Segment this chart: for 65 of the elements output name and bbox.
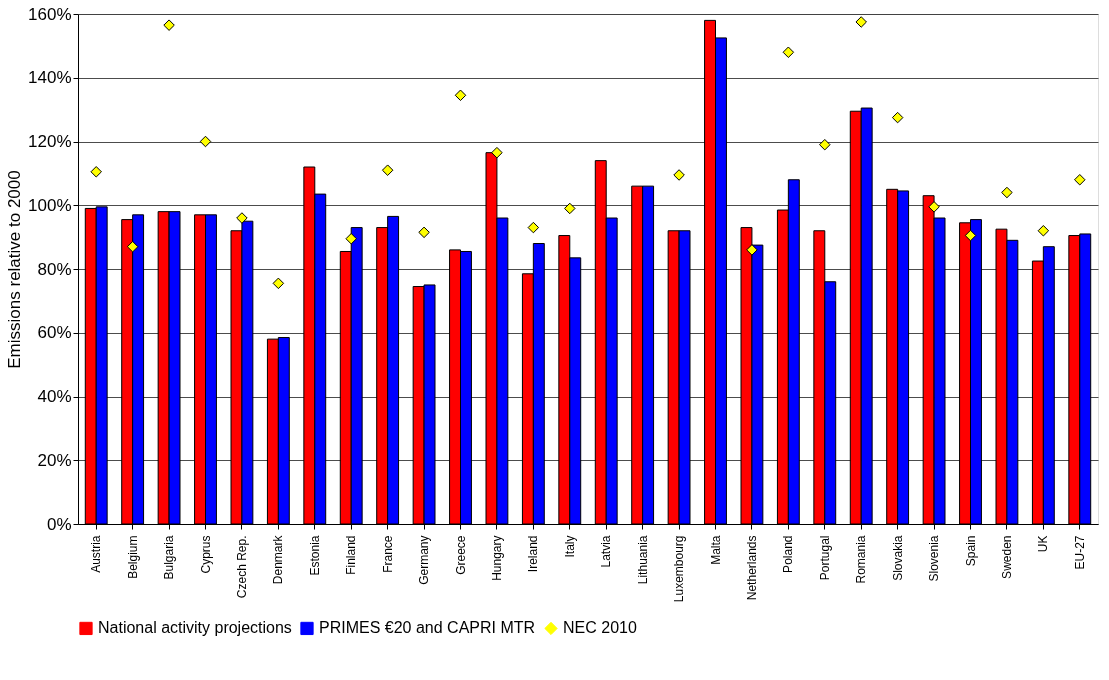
- x-tick-label: France: [380, 535, 395, 573]
- point: [964, 229, 977, 242]
- y-tick-label: 80%: [37, 259, 72, 279]
- x-tick-label: Netherlands: [744, 535, 759, 601]
- point: [673, 169, 685, 181]
- x-tick-label: Slovakia: [890, 535, 905, 581]
- x-tick-label: Cyprus: [198, 535, 213, 574]
- legend-label: NEC 2010: [563, 619, 637, 637]
- y-tick-label: 20%: [37, 450, 72, 470]
- point: [454, 89, 467, 102]
- y-tick-label: 120%: [28, 132, 72, 151]
- x-tick-label: Ireland: [526, 535, 541, 573]
- point: [90, 166, 102, 178]
- x-tick-label: Finland: [344, 535, 359, 575]
- point: [272, 277, 285, 290]
- x-tick-label: Sweden: [999, 535, 1014, 579]
- x-tick-label: Malta: [708, 535, 723, 565]
- x-tick-label: Spain: [963, 535, 978, 567]
- y-axis-title: Emissions relative to 2000: [5, 170, 25, 369]
- point: [418, 226, 430, 239]
- point: [564, 202, 576, 215]
- x-tick-label: Austria: [89, 535, 104, 573]
- point: [199, 135, 212, 148]
- x-tick-label: Slovenia: [927, 535, 942, 582]
- x-tick-label: Denmark: [271, 534, 286, 585]
- y-tick-label: 100%: [28, 195, 72, 215]
- point: [891, 111, 904, 124]
- x-tick-label: Greece: [453, 535, 468, 575]
- point: [126, 240, 139, 253]
- x-tick-label: Czech Rep.: [234, 535, 249, 599]
- point: [163, 19, 175, 31]
- y-tick-label: 140%: [28, 68, 72, 88]
- point: [855, 16, 867, 28]
- y-tick-label: 60%: [37, 323, 72, 343]
- legend-label: PRIMES €20 and CAPRI MTR: [319, 619, 536, 637]
- point: [1001, 186, 1013, 199]
- x-tick-label: Estonia: [307, 535, 322, 576]
- point: [1074, 174, 1086, 186]
- x-tick-label: UK: [1036, 535, 1051, 553]
- x-tick-label: Romania: [854, 535, 869, 584]
- point: [1037, 225, 1050, 237]
- x-tick-label: Italy: [562, 535, 577, 558]
- point: [819, 138, 831, 151]
- point: [345, 232, 357, 245]
- point: [491, 146, 503, 159]
- x-tick-label: Latvia: [599, 535, 614, 568]
- x-tick-label: Bulgaria: [162, 535, 177, 580]
- x-tick-label: Poland: [781, 535, 796, 573]
- point: [236, 212, 248, 224]
- legend-label: National activity projections: [98, 619, 292, 637]
- y-tick-label: 0%: [46, 514, 72, 534]
- point: [381, 164, 394, 176]
- point: [782, 46, 795, 58]
- point: [928, 201, 940, 213]
- x-tick-label: Portugal: [817, 535, 832, 581]
- x-tick-label: EU-27: [1072, 535, 1087, 570]
- x-tick-label: Germany: [417, 535, 432, 585]
- x-tick-label: Lithuania: [635, 535, 650, 585]
- point: [527, 221, 540, 234]
- y-tick-label: 160%: [28, 4, 72, 24]
- x-tick-label: Luxembourg: [672, 535, 687, 603]
- x-tick-label: Belgium: [125, 535, 140, 579]
- x-tick-label: Hungary: [489, 535, 504, 581]
- y-tick-label: 40%: [37, 387, 72, 406]
- point: [746, 244, 758, 256]
